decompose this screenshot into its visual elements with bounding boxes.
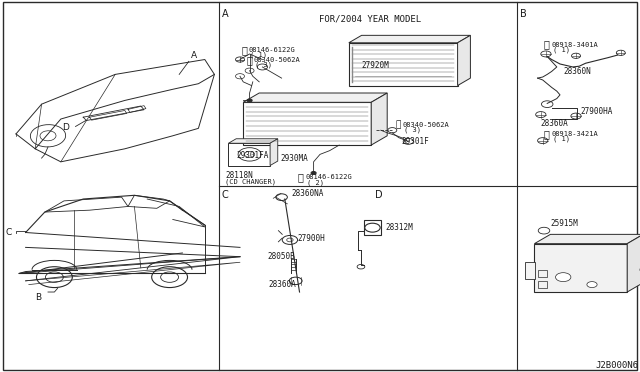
Text: 29301F: 29301F — [402, 137, 429, 146]
Text: B: B — [35, 293, 42, 302]
Text: 08918-3421A: 08918-3421A — [552, 131, 598, 137]
Text: (CD CHANGER): (CD CHANGER) — [225, 179, 276, 185]
Text: A: A — [191, 51, 197, 60]
Text: Ⓢ: Ⓢ — [396, 120, 401, 129]
Bar — [243, 102, 371, 145]
Text: ( 1): ( 1) — [553, 136, 570, 142]
Text: 2930MA: 2930MA — [280, 154, 308, 163]
Circle shape — [388, 128, 397, 133]
Circle shape — [365, 223, 380, 232]
Text: 27900HA: 27900HA — [580, 107, 613, 116]
Circle shape — [536, 112, 546, 118]
Circle shape — [238, 148, 261, 161]
Circle shape — [257, 64, 268, 70]
Text: 28050B: 28050B — [268, 252, 295, 261]
Circle shape — [538, 138, 548, 144]
Circle shape — [244, 151, 255, 157]
Text: Ⓑ: Ⓑ — [241, 45, 247, 55]
Polygon shape — [349, 35, 470, 43]
Text: Ⓢ: Ⓢ — [246, 55, 252, 65]
Bar — [538, 281, 547, 288]
Circle shape — [357, 264, 365, 269]
Polygon shape — [371, 93, 387, 145]
Polygon shape — [243, 93, 387, 102]
Circle shape — [616, 50, 625, 55]
Circle shape — [45, 272, 63, 282]
Text: FOR/2004 YEAR MODEL: FOR/2004 YEAR MODEL — [319, 15, 421, 24]
Circle shape — [236, 74, 244, 79]
Text: A: A — [221, 9, 228, 19]
Text: 28360A: 28360A — [541, 119, 568, 128]
Bar — [525, 262, 535, 279]
Circle shape — [152, 267, 188, 288]
Text: 27900H: 27900H — [298, 234, 325, 243]
Circle shape — [247, 99, 252, 102]
Text: 25915M: 25915M — [550, 219, 578, 228]
Polygon shape — [458, 35, 470, 86]
Text: ( 3): ( 3) — [255, 62, 272, 68]
Circle shape — [311, 171, 316, 174]
Text: 27920M: 27920M — [362, 61, 389, 70]
Circle shape — [538, 227, 550, 234]
Circle shape — [287, 238, 293, 242]
Text: 28360A: 28360A — [269, 280, 296, 289]
Text: ( 1): ( 1) — [553, 46, 570, 53]
Text: 28118N: 28118N — [225, 171, 253, 180]
Bar — [534, 244, 627, 292]
Circle shape — [289, 277, 302, 285]
Circle shape — [245, 68, 254, 73]
Text: 28312M: 28312M — [386, 223, 413, 232]
Bar — [349, 43, 458, 86]
Text: 08340-5062A: 08340-5062A — [253, 57, 300, 63]
Bar — [538, 270, 547, 277]
Circle shape — [282, 235, 298, 244]
Text: 08340-5062A: 08340-5062A — [403, 122, 449, 128]
Polygon shape — [228, 139, 278, 143]
Polygon shape — [627, 234, 640, 292]
Text: 28360NA: 28360NA — [291, 189, 324, 198]
Text: 08146-6122G: 08146-6122G — [305, 174, 352, 180]
Text: Ⓝ: Ⓝ — [544, 40, 550, 49]
Text: 28360N: 28360N — [563, 67, 591, 76]
Text: 08146-6122G: 08146-6122G — [248, 47, 295, 53]
Text: J2B000N6: J2B000N6 — [596, 361, 639, 370]
Text: Ⓑ: Ⓑ — [298, 172, 303, 182]
Text: Ⓝ: Ⓝ — [544, 129, 550, 139]
Circle shape — [571, 113, 581, 119]
Text: ( 2): ( 2) — [307, 179, 324, 186]
Text: 29301FA: 29301FA — [237, 151, 269, 160]
Bar — [228, 143, 270, 166]
Circle shape — [36, 267, 72, 288]
Circle shape — [403, 138, 413, 144]
Circle shape — [572, 53, 580, 58]
Circle shape — [587, 282, 597, 288]
Bar — [364, 220, 381, 235]
Circle shape — [541, 101, 553, 108]
Circle shape — [556, 273, 571, 282]
Text: D: D — [375, 190, 383, 200]
Polygon shape — [270, 139, 278, 166]
Text: B: B — [520, 9, 527, 19]
Polygon shape — [534, 234, 640, 244]
Circle shape — [541, 51, 551, 57]
Text: ( 1): ( 1) — [250, 52, 267, 58]
Circle shape — [276, 194, 287, 201]
Text: ( 3): ( 3) — [404, 126, 421, 133]
Circle shape — [236, 57, 244, 62]
Text: D: D — [62, 124, 69, 132]
Circle shape — [161, 272, 179, 282]
Text: 08918-3401A: 08918-3401A — [552, 42, 598, 48]
Text: C: C — [5, 228, 12, 237]
Text: C: C — [221, 190, 228, 200]
